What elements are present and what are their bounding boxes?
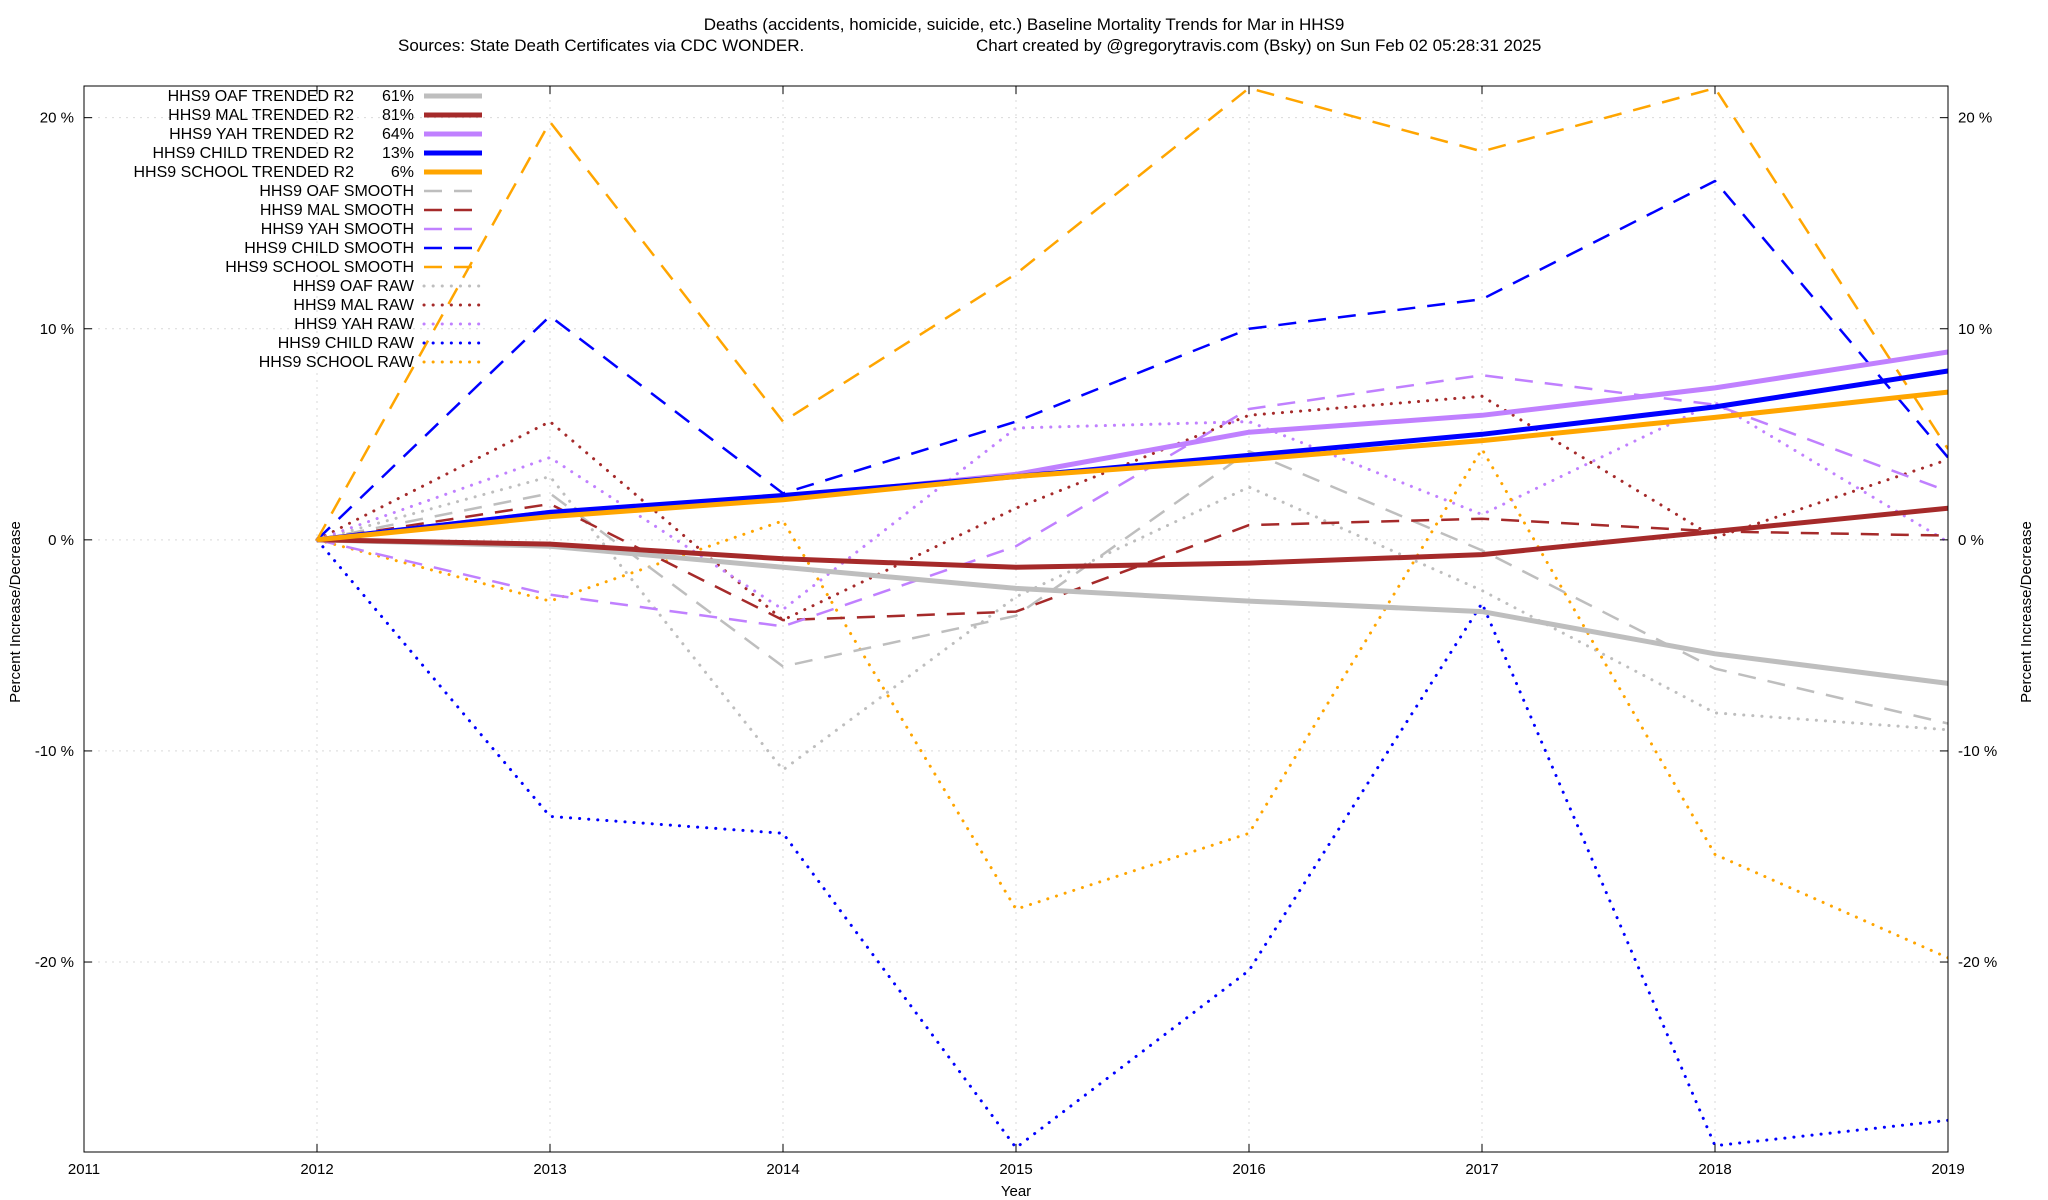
legend-entry-r2: 13% (382, 145, 414, 162)
legend-entry-label: HHS9 SCHOOL TRENDED R2 (134, 164, 355, 181)
series-lines (315, 86, 1948, 1150)
series-line-hhs9-mal-smooth (316, 502, 1948, 622)
legend-entry-label: HHS9 CHILD RAW (278, 335, 415, 352)
x-tick-label: 2012 (300, 1161, 333, 1178)
legend-entry-label: HHS9 YAH TRENDED R2 (169, 126, 354, 143)
y-tick-label-right: -20 % (1958, 954, 1997, 971)
x-tick-label: 2011 (68, 1161, 100, 1178)
y-tick-label-right: 20 % (1958, 110, 1992, 127)
y-tick-label-right: 0 % (1958, 532, 1984, 549)
series-line-hhs9-oaf-raw (315, 475, 1948, 772)
legend-entry-label: HHS9 OAF TRENDED R2 (168, 88, 355, 105)
y-tick-label-right: -10 % (1958, 743, 1997, 760)
legend-entry-r2: 64% (382, 126, 414, 143)
y-tick-label-left: 10 % (40, 321, 74, 338)
series-line-hhs9-yah-raw (315, 401, 1948, 611)
y-tick-label-left: -20 % (35, 954, 74, 971)
legend-entry-label: HHS9 MAL TRENDED R2 (168, 107, 354, 124)
x-axis-label: Year (1001, 1183, 1031, 1200)
legend-entry-r2: 81% (382, 107, 414, 124)
series-line-hhs9-mal-trended-r2 (316, 505, 1948, 570)
chart-titles: Deaths (accidents, homicide, suicide, et… (398, 15, 1541, 55)
chart-legend: HHS9 OAF TRENDED R2 61% HHS9 MAL TRENDED R… (134, 88, 484, 371)
legend-entry-label: HHS9 MAL SMOOTH (260, 202, 414, 219)
x-tick-label: 2015 (999, 1161, 1032, 1178)
y-axis-right-label: Percent Increase/Decrease (2018, 521, 2035, 703)
series-line-hhs9-child-smooth (316, 179, 1948, 541)
x-tick-label: 2019 (1931, 1161, 1964, 1178)
legend-entry-label: HHS9 MAL RAW (293, 297, 415, 314)
series-line-hhs9-school-trended-r2 (316, 389, 1948, 543)
y-tick-label-left: 20 % (40, 110, 74, 127)
y-axis-left-ticks: 20 % 10 % 0 % -10 % -20 % (35, 110, 92, 971)
x-tick-label: 2018 (1698, 1161, 1731, 1178)
x-axis-ticks: 2011 2012 2013 2014 2015 2016 2017 2018 2019 (68, 86, 1965, 1178)
series-line-hhs9-mal-raw (315, 394, 1948, 622)
x-tick-label: 2017 (1465, 1161, 1498, 1178)
series-line-hhs9-oaf-trended-r2 (316, 537, 1948, 686)
y-axis-right-ticks: 20 % 10 % 0 % -10 % -20 % (1940, 110, 1997, 971)
series-line-hhs9-yah-smooth (316, 373, 1948, 628)
series-line-hhs9-school-raw (315, 447, 1948, 960)
legend-entry-label: HHS9 YAH RAW (294, 316, 415, 333)
legend-entry-r2: 6% (391, 164, 414, 181)
chart-source-text: Sources: State Death Certificates via CD… (398, 36, 804, 55)
legend-entry-label: HHS9 CHILD TRENDED R2 (152, 145, 354, 162)
legend-entry-r2: 61% (382, 88, 414, 105)
series-line-hhs9-oaf-smooth (316, 449, 1948, 725)
series-line-hhs9-child-raw (315, 538, 1948, 1150)
x-tick-label: 2016 (1232, 1161, 1265, 1178)
legend-entry-label: HHS9 SCHOOL SMOOTH (225, 259, 414, 276)
legend-entry-label: HHS9 YAH SMOOTH (261, 221, 414, 238)
x-tick-label: 2013 (533, 1161, 566, 1178)
y-tick-label-left: 0 % (48, 532, 74, 549)
series-line-hhs9-school-smooth (315, 86, 1948, 541)
x-tick-label: 2014 (766, 1161, 799, 1178)
y-tick-label-right: 10 % (1958, 321, 1992, 338)
y-tick-label-left: -10 % (35, 743, 74, 760)
chart-credit-text: Chart created by @gregorytravis.com (Bsk… (976, 36, 1541, 55)
legend-entry-label: HHS9 OAF RAW (293, 278, 415, 295)
chart-title: Deaths (accidents, homicide, suicide, et… (704, 15, 1345, 34)
legend-entry-label: HHS9 CHILD SMOOTH (244, 240, 414, 257)
legend-entry-label: HHS9 SCHOOL RAW (259, 354, 415, 371)
y-axis-left-label: Percent Increase/Decrease (7, 521, 24, 703)
legend-entry-label: HHS9 OAF SMOOTH (259, 183, 414, 200)
